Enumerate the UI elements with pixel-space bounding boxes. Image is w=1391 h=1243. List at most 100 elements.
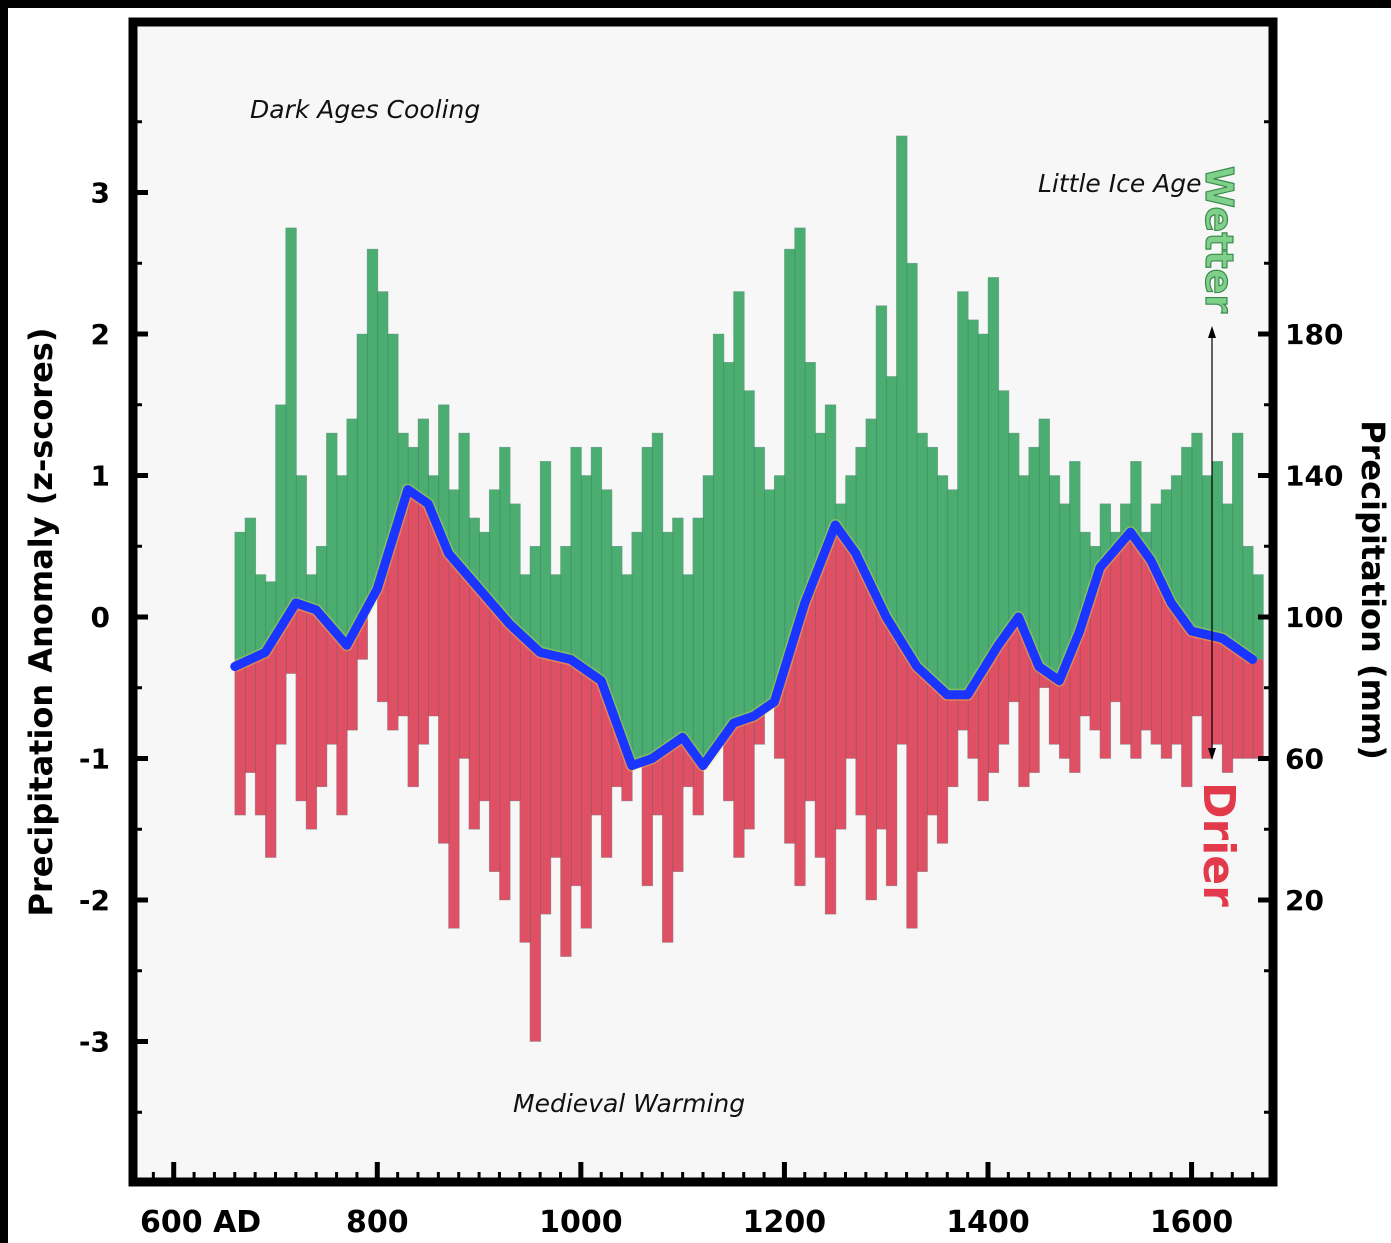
bar-outline bbox=[285, 227, 297, 674]
dry-bar bbox=[1201, 634, 1213, 759]
wet-bar bbox=[519, 574, 531, 639]
wet-bar bbox=[580, 475, 592, 671]
y-tick-label: 1 bbox=[91, 460, 110, 493]
dry-bar bbox=[275, 627, 287, 745]
wet-bar bbox=[703, 475, 714, 759]
dry-bar bbox=[438, 540, 450, 844]
dry-bar bbox=[1099, 561, 1111, 759]
dry-bar bbox=[397, 506, 409, 717]
wet-bar bbox=[631, 532, 643, 764]
dry-bar bbox=[947, 694, 959, 787]
y-tick-label: -1 bbox=[79, 743, 110, 776]
wet-bar bbox=[1089, 546, 1101, 584]
wet-bar bbox=[306, 574, 317, 609]
wet-bar bbox=[550, 574, 562, 656]
wet-bar bbox=[825, 404, 836, 538]
wet-bar bbox=[1191, 433, 1203, 633]
wet-bar bbox=[601, 489, 612, 695]
y-axis-right: 180 140 100 60 20 bbox=[1258, 120, 1343, 1114]
wet-bar bbox=[448, 489, 460, 560]
dry-bar bbox=[418, 500, 429, 745]
dry-bar bbox=[774, 685, 786, 759]
wet-bar bbox=[753, 447, 765, 713]
wet-bar bbox=[489, 489, 501, 607]
x-tick-label: 600 AD bbox=[140, 1205, 261, 1240]
wet-bar bbox=[346, 418, 358, 636]
wet-bar bbox=[428, 475, 439, 517]
wet-bar bbox=[733, 291, 745, 722]
dry-bar bbox=[316, 615, 327, 787]
dry-bar bbox=[346, 635, 358, 731]
dry-bar bbox=[1028, 654, 1040, 773]
smoothed-line bbox=[230, 485, 1258, 771]
dry-bar bbox=[1181, 624, 1193, 787]
wet-bar bbox=[865, 418, 877, 586]
x-tick-label: 1600 bbox=[1150, 1205, 1234, 1240]
dry-bar bbox=[1211, 637, 1223, 745]
dry-bar bbox=[407, 493, 419, 787]
wet-bar bbox=[367, 249, 378, 599]
wet-bar bbox=[723, 362, 735, 731]
dry-bar bbox=[448, 559, 460, 929]
arrow-down-head bbox=[1208, 748, 1216, 760]
wet-bar bbox=[418, 418, 429, 501]
wet-bar bbox=[560, 546, 572, 659]
label-drier: Drier bbox=[1193, 782, 1244, 907]
dry-bar bbox=[479, 594, 490, 801]
wet-bar bbox=[916, 433, 928, 672]
wet-bar bbox=[1181, 447, 1193, 625]
wet-bar bbox=[1140, 532, 1152, 554]
y-axis-left-title: Precipitation Anomaly (z-scores) bbox=[22, 328, 60, 917]
dry-bar bbox=[1161, 592, 1172, 759]
dry-bar bbox=[570, 662, 582, 886]
label-wetter: Wetter bbox=[1197, 166, 1241, 313]
dry-bar bbox=[1008, 624, 1020, 702]
arrow-up-head bbox=[1208, 326, 1216, 338]
dry-bar bbox=[998, 638, 1009, 745]
dry-bar bbox=[682, 744, 694, 787]
wet-bar bbox=[499, 447, 511, 619]
wet-bar bbox=[743, 390, 755, 718]
dry-bar bbox=[886, 625, 897, 886]
smoothed-series bbox=[230, 483, 1258, 772]
wet-bar bbox=[509, 503, 521, 629]
wet-bar bbox=[1069, 461, 1081, 644]
dry-bar bbox=[1079, 615, 1091, 717]
y-tick-label: 0 bbox=[91, 601, 110, 634]
dry-bar bbox=[804, 589, 816, 801]
wet-bar bbox=[611, 546, 623, 724]
wet-bar bbox=[234, 532, 246, 665]
wet-bar bbox=[1130, 461, 1142, 540]
dry-bar bbox=[1232, 648, 1244, 759]
dry-bar bbox=[1069, 643, 1081, 773]
wet-bar bbox=[1008, 433, 1020, 625]
dry-bar bbox=[499, 618, 511, 900]
dry-bar bbox=[988, 653, 999, 773]
wet-bar bbox=[784, 249, 796, 653]
wet-bar bbox=[947, 489, 959, 695]
dry-bar bbox=[794, 619, 806, 886]
annotation-little-ice-age: Little Ice Age bbox=[1038, 169, 1202, 198]
dry-bar bbox=[835, 532, 847, 830]
wet-bar bbox=[926, 447, 938, 681]
dry-bar bbox=[1059, 668, 1071, 759]
wet-bar bbox=[967, 319, 979, 687]
dry-bar bbox=[265, 644, 277, 858]
dry-bar bbox=[1191, 632, 1203, 717]
wet-bar bbox=[438, 404, 450, 541]
wet-bar bbox=[906, 263, 918, 659]
dry-bar bbox=[550, 655, 562, 858]
dry-bar bbox=[906, 658, 918, 929]
dry-bar bbox=[377, 572, 389, 702]
dry-bar bbox=[743, 717, 755, 830]
wet-bar bbox=[804, 362, 816, 590]
dry-bar bbox=[1222, 641, 1233, 773]
wet-bar bbox=[1018, 475, 1030, 630]
dry-bar bbox=[825, 537, 836, 915]
dry-bar bbox=[1242, 655, 1254, 759]
wet-bar bbox=[1049, 475, 1060, 678]
wet-bar bbox=[285, 227, 297, 612]
wet-bar bbox=[692, 517, 704, 759]
y-right-tick-label: 100 bbox=[1285, 601, 1343, 634]
